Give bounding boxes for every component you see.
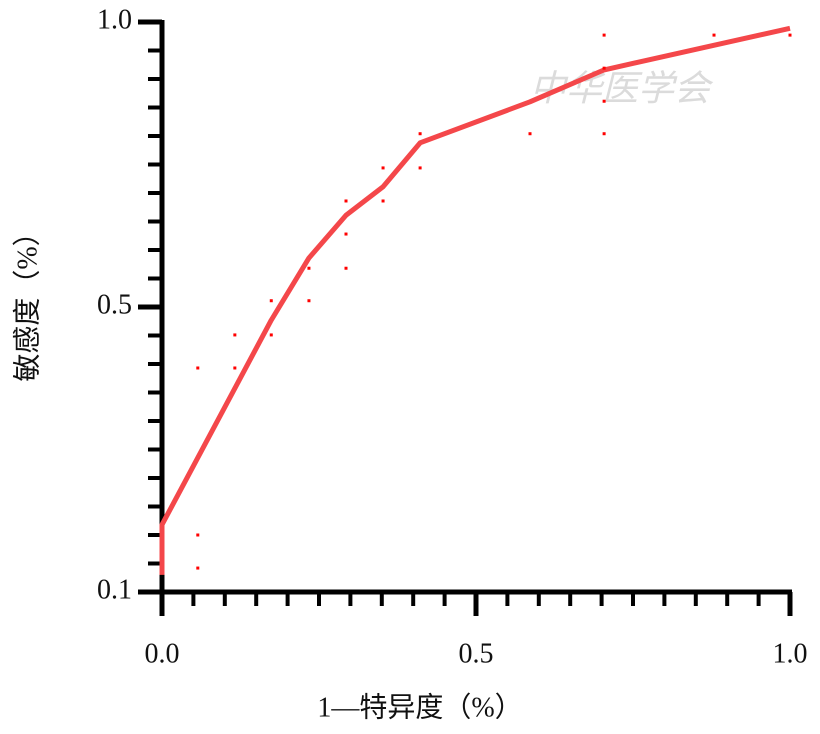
point [418, 132, 422, 136]
point [269, 333, 273, 337]
point [602, 132, 606, 136]
y-axis-label: 敏感度（%） [11, 218, 43, 381]
point [381, 199, 385, 203]
point [196, 366, 200, 370]
point [307, 266, 311, 270]
point [788, 33, 792, 37]
point [602, 33, 606, 37]
point [307, 299, 311, 303]
point [344, 232, 348, 236]
point [344, 199, 348, 203]
y-tick-label: 1.0 [97, 4, 132, 35]
point [196, 566, 200, 570]
point [602, 99, 606, 103]
roc-curve [159, 25, 791, 575]
point [196, 533, 200, 537]
x-tick-label: 0.0 [145, 638, 180, 669]
x-axis-label: 1—特异度（%） [317, 691, 522, 723]
point [381, 166, 385, 170]
point [528, 132, 532, 136]
point [233, 333, 237, 337]
point [344, 266, 348, 270]
point [418, 166, 422, 170]
point [233, 366, 237, 370]
x-tick-label: 0.5 [459, 638, 494, 669]
y-tick-label: 0.1 [97, 574, 132, 605]
point [269, 299, 273, 303]
point [602, 66, 606, 70]
point [712, 33, 716, 37]
x-tick-label: 1.0 [773, 638, 808, 669]
y-tick-label: 0.5 [97, 289, 132, 320]
